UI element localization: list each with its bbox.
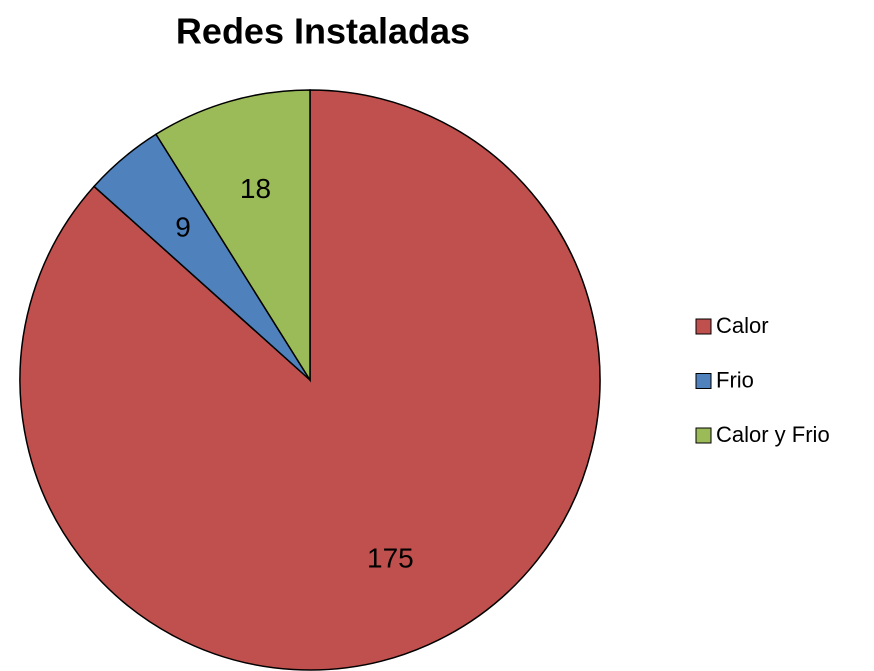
legend-swatch — [695, 373, 712, 389]
pie-slice — [154, 89, 311, 383]
chart-title: Redes Instaladas — [176, 11, 470, 52]
pie-slice — [19, 89, 601, 671]
legend-label: Frio — [716, 367, 754, 392]
legend-label: Calor — [716, 313, 769, 338]
data-label: 175 — [367, 542, 414, 573]
legend-swatch — [695, 318, 712, 335]
data-label: 18 — [240, 173, 271, 204]
data-label: 9 — [175, 212, 191, 243]
legend-swatch — [695, 427, 712, 444]
legend-label: Calor y Frio — [716, 422, 830, 447]
